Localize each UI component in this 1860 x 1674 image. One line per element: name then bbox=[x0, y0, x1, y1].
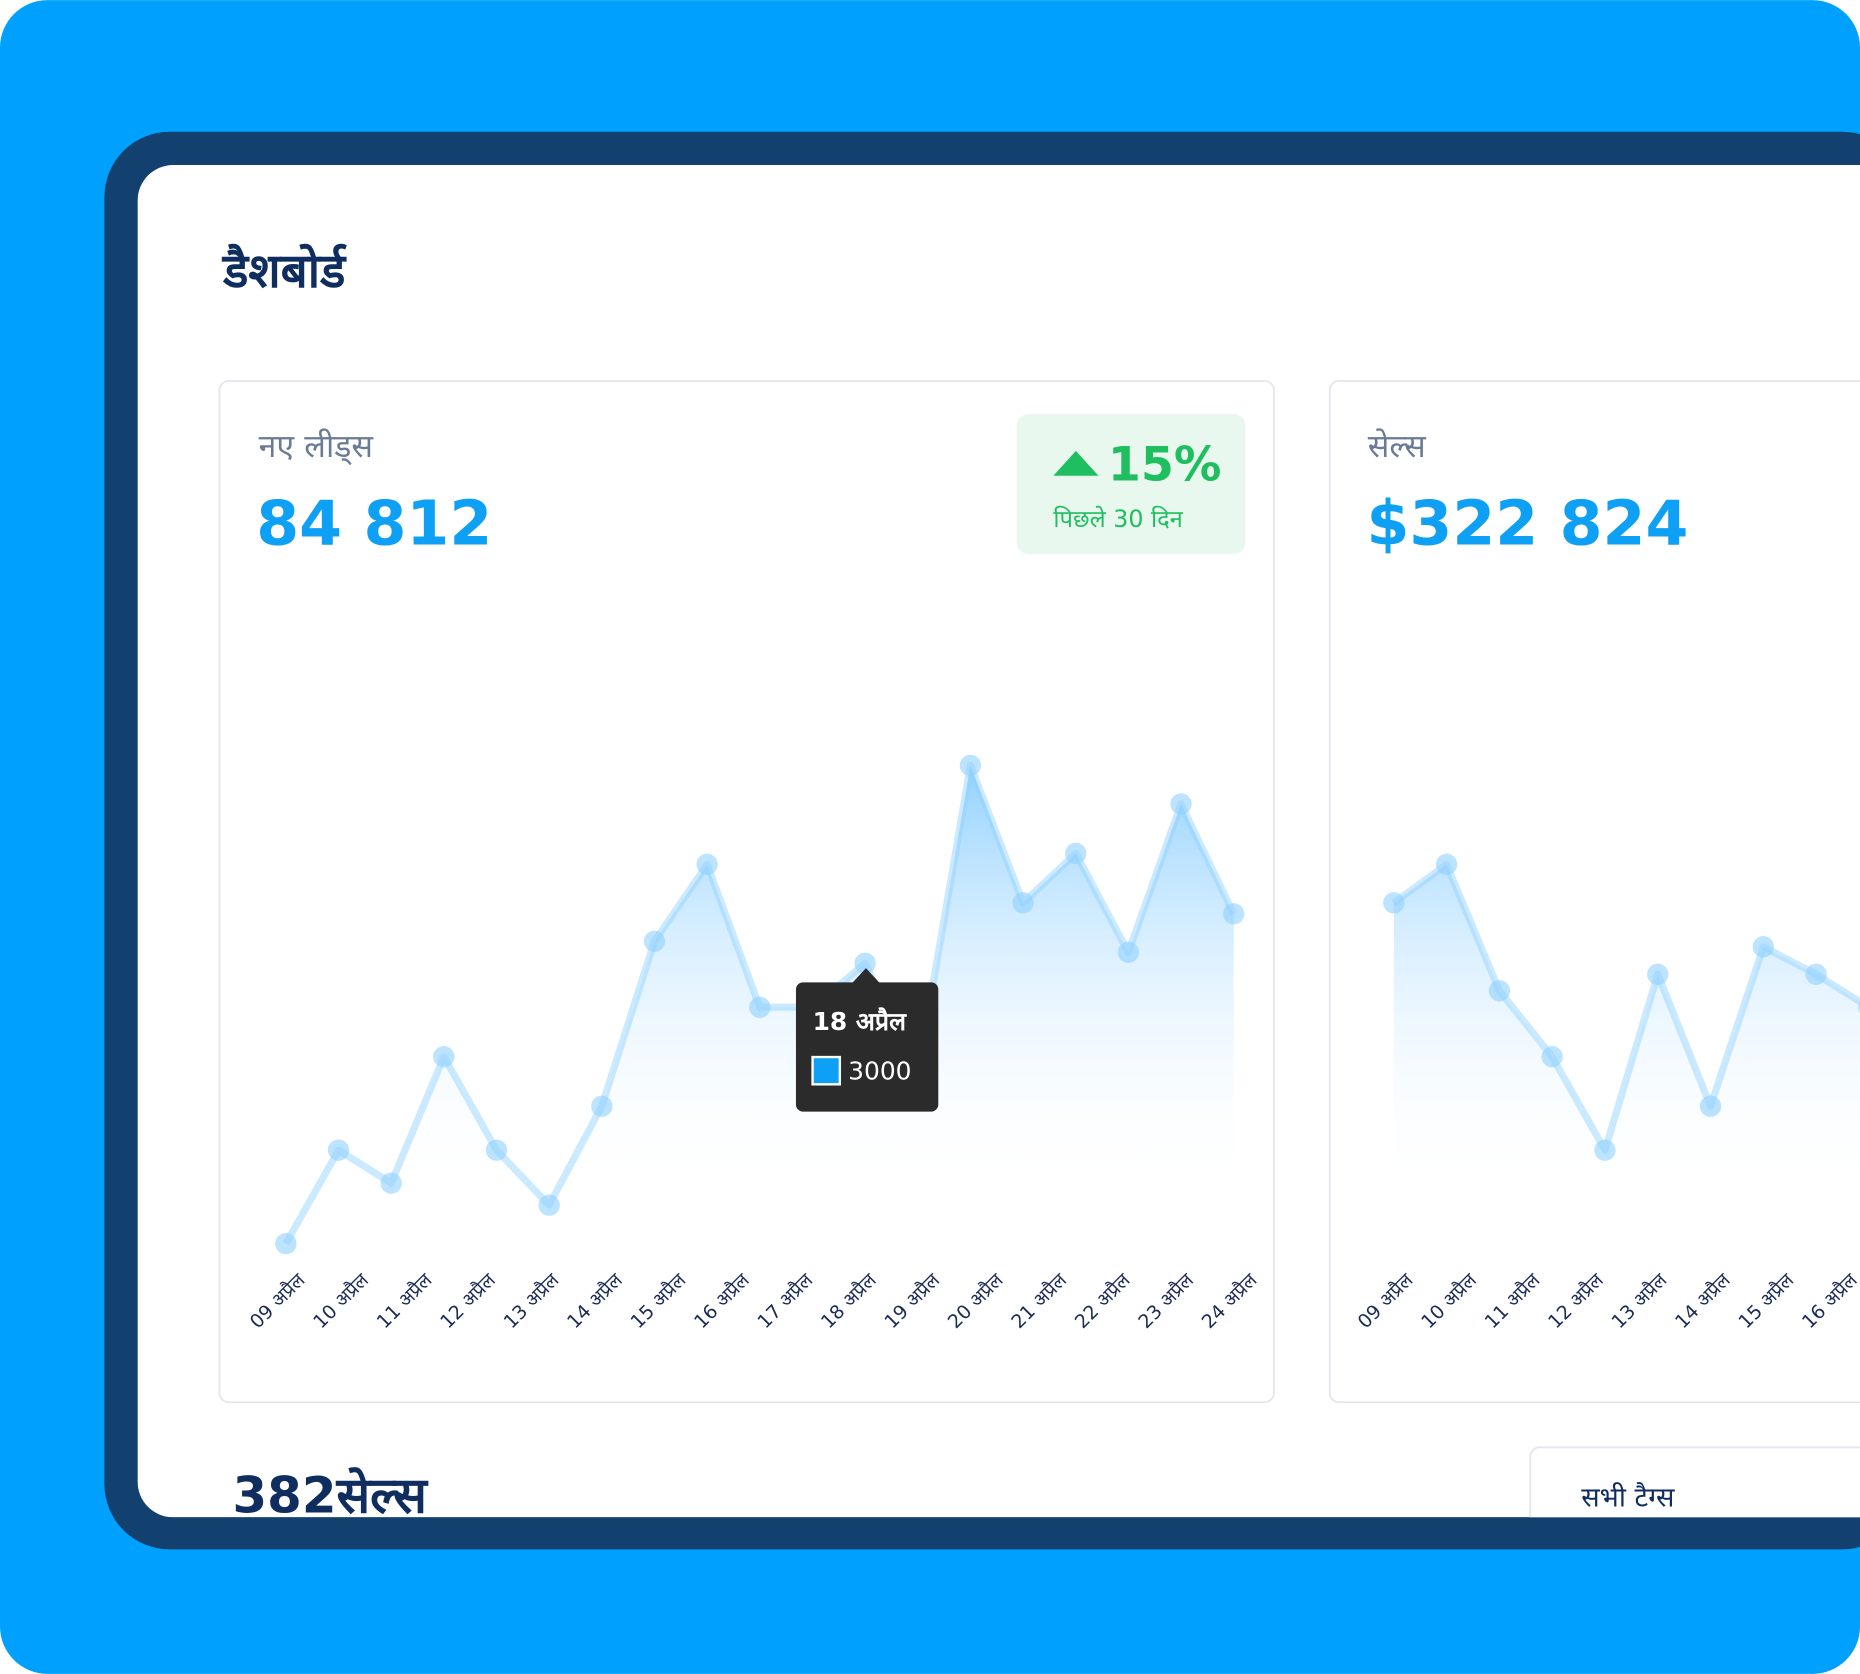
point bbox=[643, 930, 666, 952]
point bbox=[1435, 853, 1458, 876]
point bbox=[1488, 980, 1511, 1002]
point bbox=[1805, 963, 1827, 985]
up-arrow bbox=[1053, 450, 1099, 476]
tooltip-arrow bbox=[851, 968, 881, 984]
change-badge bbox=[1016, 414, 1246, 555]
tag-filter[interactable] bbox=[1529, 1446, 1860, 1566]
page-title: डैशबोर्ड bbox=[221, 243, 347, 299]
point bbox=[433, 1046, 455, 1068]
card-value: 84 812 bbox=[256, 488, 492, 560]
tooltip: 18 अप्रैल 3000 bbox=[795, 968, 939, 1112]
card-label: सेल्स bbox=[1368, 427, 1427, 465]
point bbox=[854, 952, 876, 974]
point bbox=[1170, 793, 1192, 815]
point bbox=[380, 1172, 402, 1194]
point bbox=[1117, 941, 1140, 963]
change-period: पिछले 30 दिन bbox=[1053, 505, 1183, 533]
card-value: $322 824 bbox=[1367, 488, 1689, 560]
point bbox=[1752, 936, 1774, 958]
point bbox=[591, 1095, 613, 1117]
change-value: 15% bbox=[1108, 438, 1222, 493]
tag-filter-label: सभी टैग्स bbox=[1581, 1482, 1675, 1514]
point bbox=[485, 1139, 508, 1161]
card-label: नए लीड्स bbox=[259, 427, 375, 466]
point bbox=[1699, 1095, 1722, 1117]
tooltip-box bbox=[795, 982, 939, 1112]
area bbox=[285, 765, 1234, 1244]
point bbox=[275, 1232, 297, 1255]
point bbox=[538, 1194, 560, 1216]
point bbox=[1594, 1139, 1616, 1161]
screen: डैशबोर्ड नए लीड्स 84 812 15% पिछले 30 दि… bbox=[137, 165, 1860, 1566]
line bbox=[1391, 860, 1860, 1154]
tooltip-value: 3000 bbox=[848, 1057, 911, 1086]
point bbox=[1647, 963, 1669, 985]
area bbox=[1393, 864, 1860, 1199]
point bbox=[749, 996, 771, 1018]
point bbox=[1541, 1046, 1563, 1068]
point bbox=[1012, 892, 1034, 914]
point bbox=[1065, 842, 1087, 865]
sales-count: 382सेल्स bbox=[233, 1467, 430, 1525]
point bbox=[327, 1139, 350, 1161]
point bbox=[1383, 892, 1405, 914]
point bbox=[959, 754, 982, 777]
tooltip-date: 18 अप्रैल bbox=[813, 1007, 908, 1036]
point bbox=[1223, 903, 1245, 925]
point bbox=[696, 853, 718, 876]
tooltip-swatch bbox=[811, 1055, 842, 1086]
